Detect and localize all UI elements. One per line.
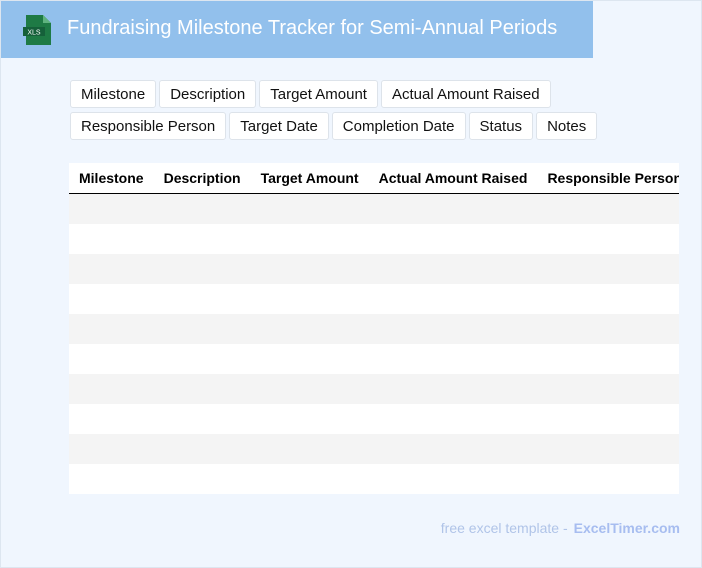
table-cell[interactable] — [250, 284, 369, 314]
table-cell[interactable] — [250, 344, 369, 374]
column-header-actual-amount-raised: Actual Amount Raised — [368, 163, 538, 194]
table-row — [69, 404, 679, 434]
tag-target-date[interactable]: Target Date — [229, 112, 329, 140]
table-cell[interactable] — [368, 193, 538, 224]
xls-file-icon: XLS — [23, 15, 51, 45]
table-cell[interactable] — [368, 284, 538, 314]
tag-actual-amount-raised[interactable]: Actual Amount Raised — [380, 80, 551, 108]
table-cell[interactable] — [368, 374, 538, 404]
table-cell[interactable] — [153, 254, 251, 284]
title-bar: XLS Fundraising Milestone Tracker for Se… — [1, 1, 593, 58]
column-header-milestone: Milestone — [69, 163, 154, 194]
table-cell[interactable] — [69, 224, 154, 254]
tag-status[interactable]: Status — [468, 112, 534, 140]
table-cell[interactable] — [153, 193, 251, 224]
column-header-responsible-person: Responsible Person — [537, 163, 679, 194]
table-cell[interactable] — [153, 224, 251, 254]
table-cell[interactable] — [368, 254, 538, 284]
svg-text:XLS: XLS — [27, 30, 41, 37]
table-header-row: Milestone Description Target Amount Actual … — [69, 163, 679, 194]
tag-responsible-person[interactable]: Responsible Person — [70, 112, 227, 140]
table-row — [69, 254, 679, 284]
table-cell[interactable] — [368, 464, 538, 494]
table-cell[interactable] — [250, 434, 369, 464]
table-cell[interactable] — [250, 314, 369, 344]
table-cell[interactable] — [250, 193, 369, 224]
tag-completion-date[interactable]: Completion Date — [331, 112, 466, 140]
tag-notes[interactable]: Notes — [536, 112, 598, 140]
table-cell[interactable] — [69, 374, 154, 404]
table-cell[interactable] — [537, 193, 679, 224]
table-cell[interactable] — [69, 464, 154, 494]
page-title: Fundraising Milestone Tracker for Semi-A… — [67, 17, 558, 39]
table-cell[interactable] — [250, 404, 369, 434]
table-row — [69, 284, 679, 314]
column-header-target-amount: Target Amount — [250, 163, 369, 194]
table-row — [69, 224, 679, 254]
table-cell[interactable] — [250, 254, 369, 284]
footer: free excel template - ExcelTimer.com — [441, 520, 680, 536]
footer-text: free excel template - — [440, 520, 568, 536]
table-cell[interactable] — [69, 344, 154, 374]
tag-milestone[interactable]: Milestone — [70, 80, 157, 108]
table-cell[interactable] — [69, 434, 154, 464]
table-cell[interactable] — [368, 224, 538, 254]
milestone-table: Milestone Description Target Amount Actual … — [69, 163, 679, 494]
column-tags: Milestone Description Target Amount Actual … — [70, 80, 610, 144]
table-cell[interactable] — [250, 374, 369, 404]
table-cell[interactable] — [153, 464, 251, 494]
table-cell[interactable] — [537, 224, 679, 254]
table-cell[interactable] — [368, 314, 538, 344]
table-cell[interactable] — [537, 404, 679, 434]
table-cell[interactable] — [537, 254, 679, 284]
table-cell[interactable] — [368, 344, 538, 374]
table-cell[interactable] — [537, 434, 679, 464]
table-row — [69, 464, 679, 494]
table-cell[interactable] — [69, 254, 154, 284]
table-cell[interactable] — [368, 434, 538, 464]
tag-description[interactable]: Description — [159, 80, 257, 108]
table-cell[interactable] — [153, 434, 251, 464]
table-row — [69, 193, 679, 224]
table-cell[interactable] — [368, 404, 538, 434]
table-cell[interactable] — [537, 374, 679, 404]
table-cell[interactable] — [69, 404, 154, 434]
table-cell[interactable] — [153, 284, 251, 314]
table-cell[interactable] — [250, 464, 369, 494]
footer-brand-link[interactable]: ExcelTimer.com — [573, 520, 680, 536]
table-cell[interactable] — [153, 374, 251, 404]
table-cell[interactable] — [69, 284, 154, 314]
table-row — [69, 344, 679, 374]
table-cell[interactable] — [250, 224, 369, 254]
table-cell[interactable] — [537, 344, 679, 374]
table-cell[interactable] — [69, 193, 154, 224]
table-cell[interactable] — [153, 314, 251, 344]
table-cell[interactable] — [69, 314, 154, 344]
table-row — [69, 314, 679, 344]
table-row — [69, 374, 679, 404]
table-cell[interactable] — [537, 464, 679, 494]
column-header-description: Description — [153, 163, 251, 194]
table-cell[interactable] — [537, 284, 679, 314]
table-cell[interactable] — [153, 344, 251, 374]
tag-target-amount[interactable]: Target Amount — [259, 80, 378, 108]
table-cell[interactable] — [153, 404, 251, 434]
table-row — [69, 434, 679, 464]
table-cell[interactable] — [537, 314, 679, 344]
